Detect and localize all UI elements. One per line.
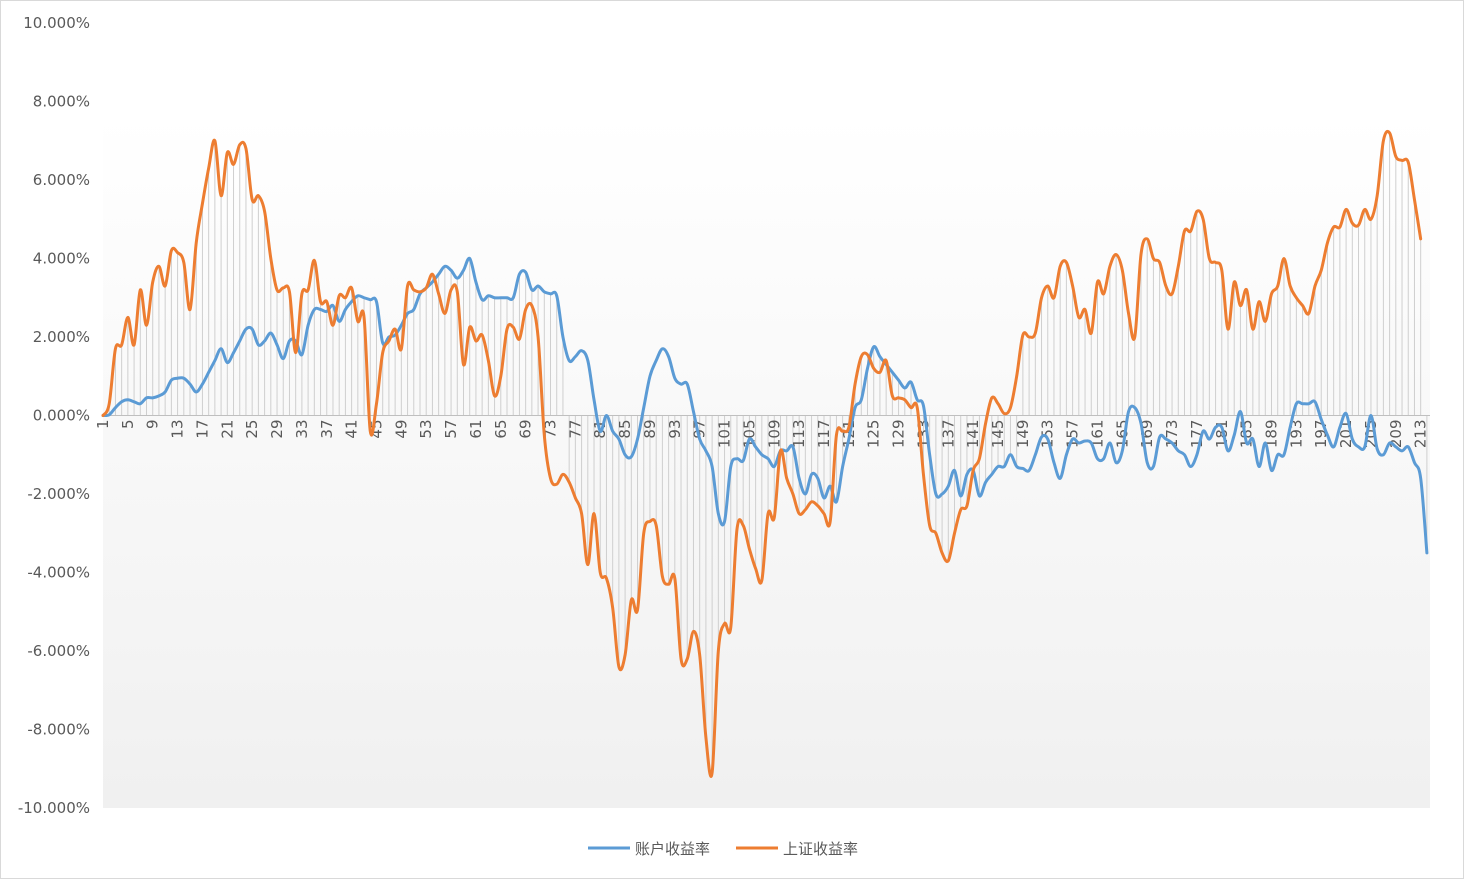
x-tick-label: 105 — [740, 420, 758, 449]
x-tick-label: 73 — [542, 420, 560, 439]
y-tick-label: -2.000% — [27, 485, 90, 503]
legend-label: 账户收益率 — [635, 840, 710, 858]
x-tick-label: 137 — [939, 420, 957, 449]
series-line — [101, 129, 1423, 778]
x-tick-label: 61 — [467, 420, 485, 439]
x-tick-label: 25 — [243, 420, 261, 439]
x-tick-label: 193 — [1287, 420, 1305, 449]
x-tick-label: 41 — [343, 420, 361, 439]
x-tick-label: 117 — [815, 420, 833, 449]
x-tick-label: 33 — [293, 420, 311, 439]
x-tick-label: 149 — [1014, 420, 1032, 449]
x-tick-label: 209 — [1387, 420, 1405, 449]
x-tick-label: 189 — [1263, 420, 1281, 449]
x-tick-label: 141 — [964, 420, 982, 449]
x-tick-label: 109 — [765, 420, 783, 449]
y-tick-label: 0.000% — [33, 407, 90, 425]
y-tick-label: 4.000% — [33, 250, 90, 268]
series-line — [101, 256, 1429, 555]
x-tick-label: 197 — [1312, 420, 1330, 449]
x-tick-label: 213 — [1412, 420, 1430, 449]
x-tick-label: 113 — [790, 420, 808, 449]
x-tick-label: 65 — [492, 419, 510, 438]
x-tick-label: 69 — [517, 420, 535, 439]
y-tick-label: -8.000% — [27, 721, 90, 739]
y-tick-label: 2.000% — [33, 328, 90, 346]
y-tick-label: 6.000% — [33, 171, 90, 189]
x-tick-label: 89 — [641, 420, 659, 439]
x-tick-label: 9 — [144, 420, 162, 430]
x-tick-label: 101 — [716, 420, 734, 449]
y-tick-label: -6.000% — [27, 642, 90, 660]
x-tick-label: 129 — [890, 420, 908, 449]
x-tick-label: 29 — [268, 420, 286, 439]
x-tick-label: 125 — [865, 420, 883, 449]
y-tick-label: 8.000% — [33, 93, 90, 111]
x-tick-label: 57 — [442, 420, 460, 439]
x-tick-label: 85 — [616, 420, 634, 439]
x-tick-label: 77 — [566, 420, 584, 439]
y-tick-label: -4.000% — [27, 564, 90, 582]
x-tick-label: 153 — [1039, 420, 1057, 449]
plot-area — [103, 115, 1430, 808]
x-tick-label: 181 — [1213, 420, 1231, 449]
x-tick-label: 49 — [392, 420, 410, 439]
y-tick-label: -10.000% — [18, 799, 90, 817]
x-tick-label: 13 — [169, 420, 187, 439]
x-tick-label: 161 — [1088, 420, 1106, 449]
x-tick-label: 1 — [94, 420, 112, 430]
x-tick-label: 53 — [417, 420, 435, 439]
x-tick-label: 145 — [989, 420, 1007, 449]
legend-label: 上证收益率 — [783, 840, 858, 858]
x-tick-label: 37 — [318, 420, 336, 439]
x-tick-label: 17 — [193, 420, 211, 439]
y-tick-label: 10.000% — [23, 14, 90, 32]
x-tick-label: 5 — [119, 420, 137, 430]
x-tick-label: 21 — [218, 420, 236, 439]
x-tick-label: 93 — [666, 420, 684, 439]
